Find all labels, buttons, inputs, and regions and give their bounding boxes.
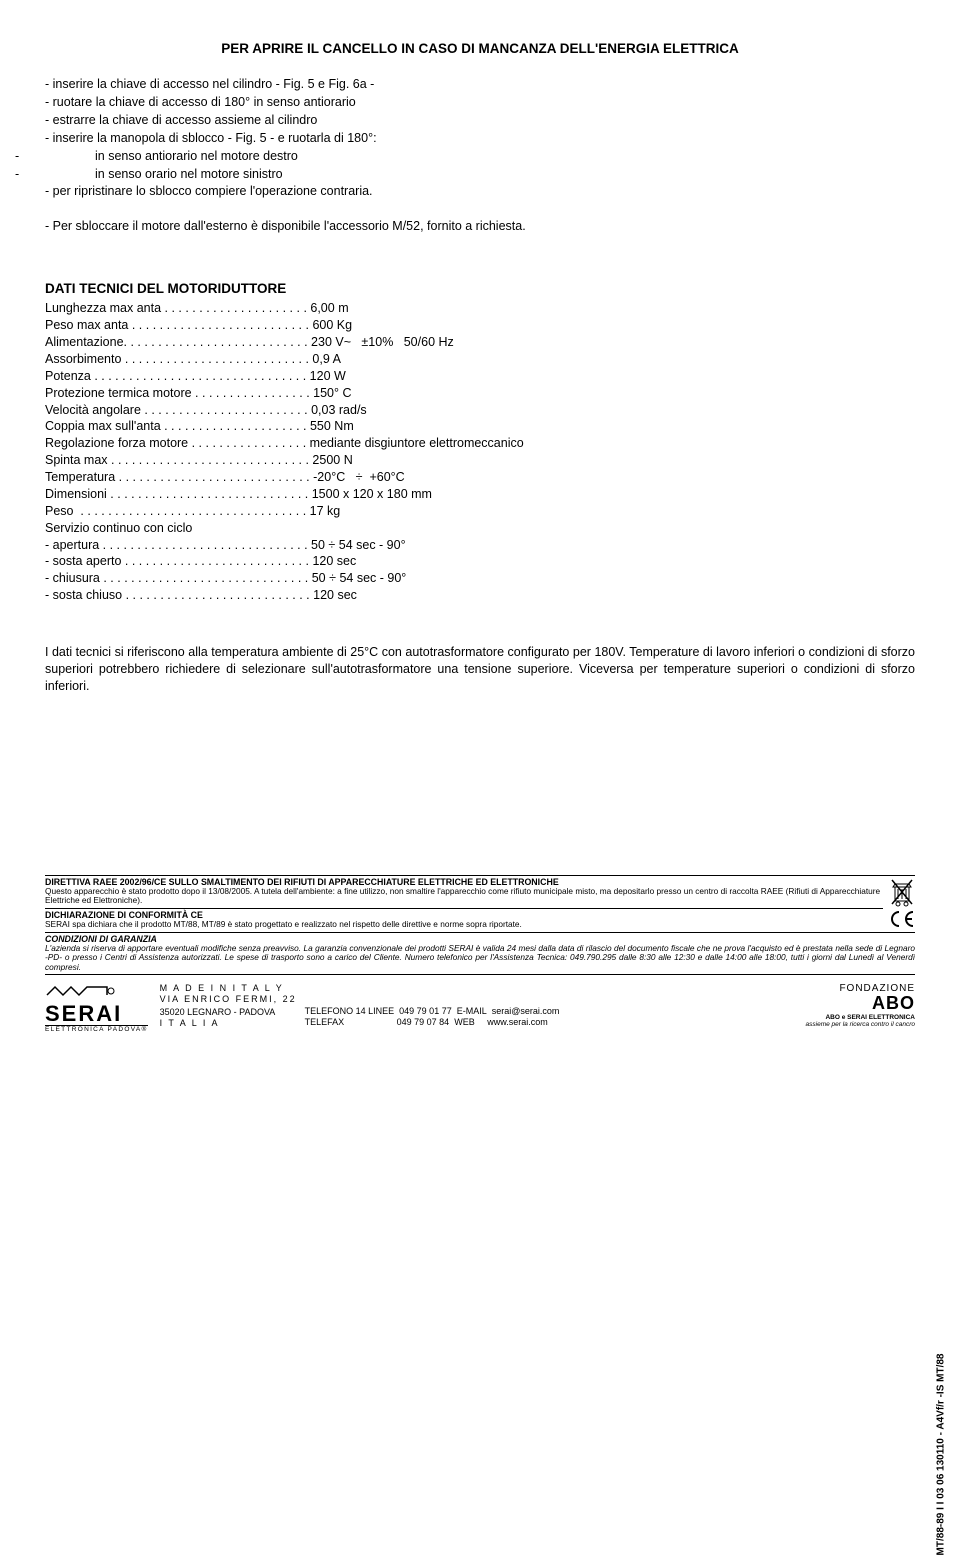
proc-subline: -in senso antiorario nel motore destro [45, 148, 915, 165]
fond-sub2: assieme per la ricerca contro il cancro [806, 1021, 915, 1028]
note-paragraph: I dati tecnici si riferiscono alla tempe… [45, 644, 915, 695]
addr-country: I T A L I A [160, 1018, 297, 1029]
spec-row: Potenza . . . . . . . . . . . . . . . . … [45, 368, 915, 385]
fax-label: TELEFAX [305, 1017, 345, 1027]
proc-sub-text: in senso antiorario nel motore destro [95, 149, 298, 163]
email-value: serai@serai.com [492, 1006, 560, 1016]
spec-row: Spinta max . . . . . . . . . . . . . . .… [45, 452, 915, 469]
spec-row: - sosta aperto . . . . . . . . . . . . .… [45, 553, 915, 570]
spec-row: Regolazione forza motore . . . . . . . .… [45, 435, 915, 452]
foundation-block: FONDAZIONE ABO ABO e SERAI ELETTRONICA a… [806, 983, 915, 1028]
spec-row: - apertura . . . . . . . . . . . . . . .… [45, 537, 915, 554]
tel-label: TELEFONO 14 LINEE [305, 1006, 395, 1016]
spec-row: Velocità angolare . . . . . . . . . . . … [45, 402, 915, 419]
ce-icon [887, 910, 915, 931]
serai-wave-icon [45, 983, 115, 1001]
tel-number: 049 79 01 77 [399, 1006, 452, 1016]
footer: SERAI ELETTRONICA PADOVA® M A D E I N I … [45, 983, 915, 1034]
web-label: WEB [454, 1017, 475, 1027]
spec-row: Peso . . . . . . . . . . . . . . . . . .… [45, 503, 915, 520]
proc-line: - ruotare la chiave di accesso di 180° i… [45, 94, 915, 111]
specs-block: Lunghezza max anta . . . . . . . . . . .… [45, 300, 915, 604]
proc-line: - Per sbloccare il motore dall'esterno è… [45, 218, 915, 235]
spec-row: Peso max anta . . . . . . . . . . . . . … [45, 317, 915, 334]
raee-body: Questo apparecchio è stato prodotto dopo… [45, 887, 915, 906]
spec-row: Coppia max sull'anta . . . . . . . . . .… [45, 418, 915, 435]
proc-line: - per ripristinare lo sblocco compiere l… [45, 183, 915, 200]
proc-line: - estrarre la chiave di accesso assieme … [45, 112, 915, 129]
specs-title: DATI TECNICI DEL MOTORIDUTTORE [45, 280, 915, 298]
procedure-block: - inserire la chiave di accesso nel cili… [45, 76, 915, 235]
made-in: M A D E I N I T A L Y [160, 983, 297, 994]
ce-body: SERAI spa dichiara che il prodotto MT/88… [45, 920, 915, 930]
serai-logo-text: SERAI [45, 1003, 148, 1025]
spec-row: Lunghezza max anta . . . . . . . . . . .… [45, 300, 915, 317]
email-label: E-MAIL [457, 1006, 487, 1016]
spec-row: Temperatura . . . . . . . . . . . . . . … [45, 469, 915, 486]
weee-icon [889, 877, 915, 910]
spec-row: Alimentazione. . . . . . . . . . . . . .… [45, 334, 915, 351]
proc-sub-text: in senso orario nel motore sinistro [95, 167, 283, 181]
serai-logo-sub: ELETTRONICA PADOVA® [45, 1025, 148, 1034]
serai-logo-block: SERAI ELETTRONICA PADOVA® [45, 983, 148, 1034]
spec-row: - sosta chiuso . . . . . . . . . . . . .… [45, 587, 915, 604]
proc-subline: -in senso orario nel motore sinistro [45, 166, 915, 183]
footer-address: M A D E I N I T A L Y VIA ENRICO FERMI, … [160, 983, 297, 1029]
addr-street: VIA ENRICO FERMI, 22 [160, 994, 297, 1005]
page-title: PER APRIRE IL CANCELLO IN CASO DI MANCAN… [45, 40, 915, 58]
spec-row: Dimensioni . . . . . . . . . . . . . . .… [45, 486, 915, 503]
footer-contacts: TELEFONO 14 LINEE 049 79 01 77 E-MAIL se… [305, 983, 560, 1028]
proc-line: - inserire la manopola di sblocco - Fig.… [45, 130, 915, 147]
spec-row: Servizio continuo con ciclo [45, 520, 915, 537]
fax-number: 049 79 07 84 [397, 1017, 450, 1027]
spec-row: Protezione termica motore . . . . . . . … [45, 385, 915, 402]
fond-abo: ABO [806, 994, 915, 1014]
proc-line: - inserire la chiave di accesso nel cili… [45, 76, 915, 93]
spec-row: - chiusura . . . . . . . . . . . . . . .… [45, 570, 915, 587]
side-code: MT/88-89 I I 03 06 130110 - A4Vf/r -IS M… [935, 1353, 949, 1555]
fond-sub1: ABO e SERAI ELETTRONICA [806, 1014, 915, 1021]
addr-city: 35020 LEGNARO - PADOVA [160, 1006, 297, 1018]
web-value: www.serai.com [487, 1017, 548, 1027]
legal-block: DIRETTIVA RAEE 2002/96/CE SULLO SMALTIME… [45, 875, 915, 976]
gar-body: L'azienda si riserva di apportare eventu… [45, 944, 915, 973]
spec-row: Assorbimento . . . . . . . . . . . . . .… [45, 351, 915, 368]
